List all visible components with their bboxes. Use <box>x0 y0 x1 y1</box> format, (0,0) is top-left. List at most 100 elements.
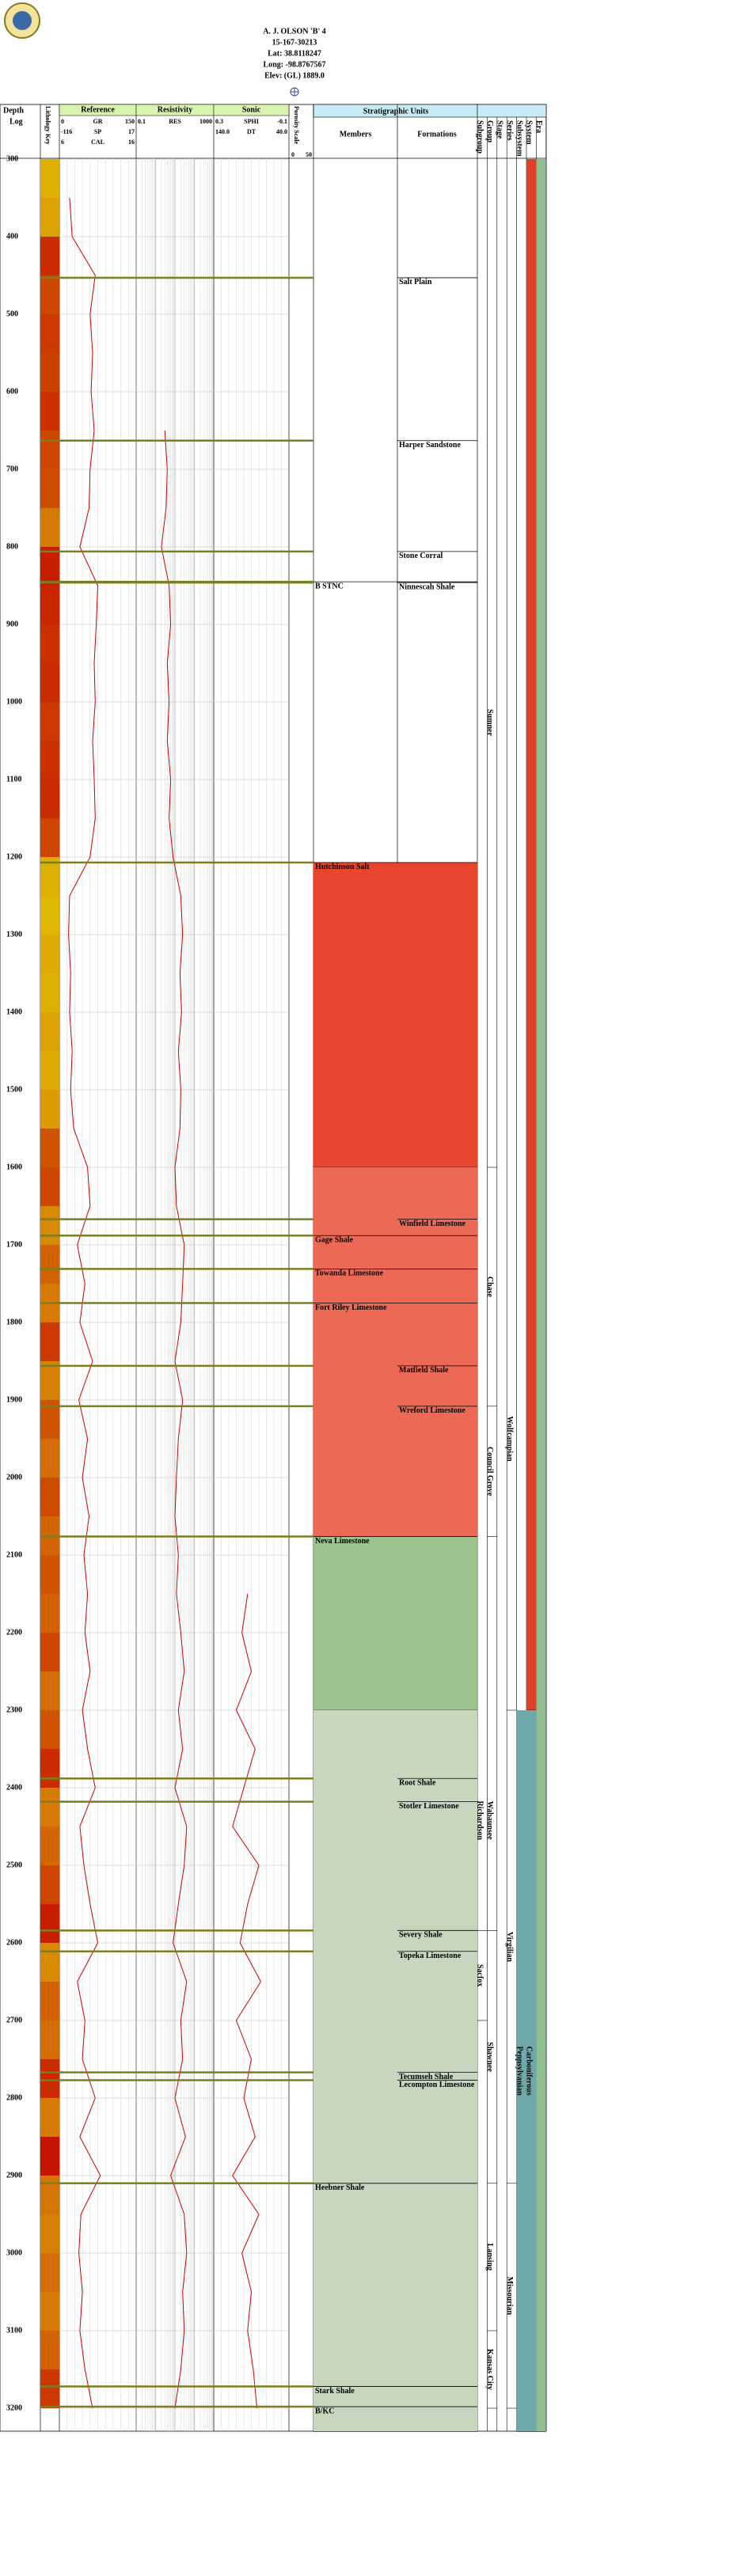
lith-cell <box>40 353 59 392</box>
lith-cell <box>40 431 59 469</box>
lith-cell <box>40 741 59 780</box>
scale-min: 140.0 <box>215 128 230 135</box>
lith-cell <box>40 469 59 508</box>
unit-label: Kansas City <box>485 2349 494 2390</box>
log-curve <box>161 430 188 2409</box>
lith-cell <box>40 624 59 663</box>
top-label: Stotler Limestone <box>399 1802 459 1811</box>
unit-fill <box>526 1710 537 2432</box>
lith-cell <box>40 1090 59 1129</box>
top-label: Ninnescah Shale <box>399 582 455 591</box>
top-label: Severy Shale <box>399 1931 443 1940</box>
top-label: Topeka Limestone <box>399 1952 462 1960</box>
lith-cell <box>40 198 59 237</box>
unit-fill <box>313 862 477 1167</box>
lith-cell <box>40 392 59 431</box>
depth-label: 1600 <box>6 1163 22 1171</box>
lith-cell <box>40 1051 59 1090</box>
track-title: Sonic <box>242 105 261 114</box>
unit-label: Sacfox <box>476 1964 484 1986</box>
track-title: Reference <box>81 105 115 114</box>
lith-cell <box>40 663 59 702</box>
lith-cell <box>40 2292 59 2331</box>
unit-fill <box>516 1710 526 2432</box>
lith-cell <box>40 1788 59 1827</box>
unit-fill <box>526 159 537 1710</box>
scale-name: DT <box>247 128 256 135</box>
depth-label: 400 <box>6 232 18 241</box>
scale-min: 0 <box>61 118 64 125</box>
unit-label: Chase <box>485 1277 494 1298</box>
scale-min: -116 <box>61 128 72 135</box>
unit-label: Carboniferous <box>525 2047 534 2096</box>
top-label: Towanda Limestone <box>315 1269 384 1278</box>
lith-cell <box>40 1012 59 1051</box>
lith-cell <box>40 857 59 896</box>
rank-header: Series <box>505 120 514 141</box>
depth-label: 1500 <box>6 1085 22 1094</box>
depth-label: 1000 <box>6 697 22 706</box>
depth-label: 2800 <box>6 2093 22 2102</box>
header-line: A. J. OLSON 'B' 4 <box>263 27 325 36</box>
header-line: Elev: (GL) 1889.0 <box>264 71 325 80</box>
lith-cell <box>40 1904 59 1943</box>
lith-cell <box>40 2020 59 2059</box>
depth-label: 1100 <box>6 775 21 783</box>
depth-label: 1300 <box>6 930 22 939</box>
lith-cell <box>40 2098 59 2137</box>
lith-cell <box>40 547 59 586</box>
depth-label: 600 <box>6 387 18 396</box>
top-label: B/KC <box>315 2407 334 2415</box>
depth-label: 1700 <box>6 1240 22 1249</box>
porosity-header: Porosity Scale <box>293 106 300 145</box>
lith-cell <box>40 586 59 624</box>
scale-min: 6 <box>61 138 64 146</box>
lith-cell <box>40 1206 59 1245</box>
top-label: Stone Corral <box>399 552 443 560</box>
lith-cell <box>40 1439 59 1478</box>
scale-min: 0.3 <box>215 118 223 125</box>
top-label: Lecompton Limestone <box>399 2081 475 2089</box>
top-label: Harper Sandstone <box>399 441 461 450</box>
scale-name: SPHI <box>244 118 259 125</box>
top-label: Salt Plain <box>399 278 432 286</box>
lith-cell <box>40 818 59 857</box>
lith-cell <box>40 237 59 275</box>
scale-max: 40.0 <box>276 128 287 135</box>
track-title-bar <box>213 104 290 116</box>
members-header: Members <box>340 130 372 138</box>
depth-label: 1200 <box>6 852 22 861</box>
depth-label: 2200 <box>6 1628 22 1637</box>
unit-label: Lansing <box>485 2244 494 2271</box>
lith-cell <box>40 1361 59 1400</box>
lith-cell <box>40 508 59 547</box>
unit-fill <box>313 1167 477 1537</box>
unit-fill <box>313 1536 477 1710</box>
lith-cell <box>40 1710 59 1749</box>
depth-label: 500 <box>6 309 18 318</box>
scale-max: 16 <box>128 138 135 146</box>
lith-cell <box>40 2214 59 2253</box>
log-curve <box>232 1593 261 2409</box>
lith-cell <box>40 896 59 935</box>
top-label: Matfield Shale <box>399 1366 449 1375</box>
scale-name: SP <box>94 128 101 135</box>
depth-label: 3100 <box>6 2326 22 2335</box>
lith-cell <box>40 159 59 198</box>
depth-label: 800 <box>6 542 18 551</box>
lith-cell <box>40 2253 59 2292</box>
rank-header: Era <box>534 120 543 133</box>
unit-label: Missourian <box>505 2277 514 2316</box>
scale-max: -0.1 <box>277 118 287 125</box>
depth-label: 3000 <box>6 2248 22 2257</box>
lith-cell <box>40 2137 59 2176</box>
track-title: Resistivity <box>158 105 192 114</box>
lith-cell <box>40 314 59 353</box>
depth-label: 900 <box>6 620 18 628</box>
scale-max: 150 <box>125 118 135 125</box>
lith-cell <box>40 275 59 314</box>
lith-cell <box>40 2176 59 2214</box>
top-label: Winfield Limestone <box>399 1220 466 1228</box>
rank-header: Stage <box>496 120 504 139</box>
